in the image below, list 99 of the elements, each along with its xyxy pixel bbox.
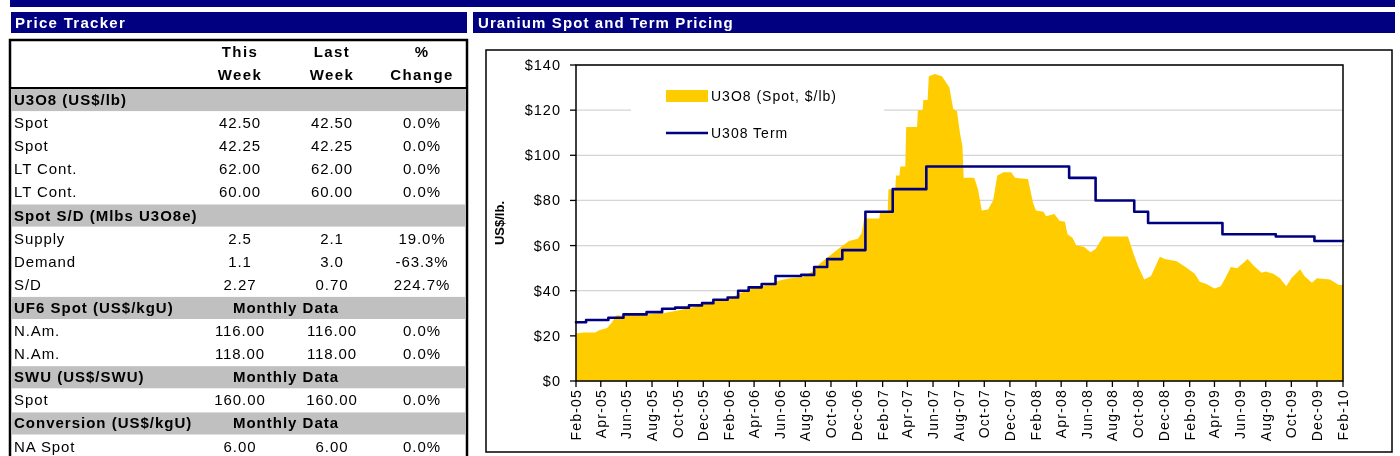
text: 116.00 [214, 322, 266, 340]
x-tick-label: Aug-08 [1104, 389, 1121, 442]
text: 0.0% [403, 437, 441, 455]
x-tick-label: Feb-09 [1181, 389, 1198, 441]
x-tick-label: Apr-08 [1053, 389, 1070, 439]
x-tick-label: Aug-05 [644, 389, 661, 442]
category-label: U3O8 (US$/lb) [14, 91, 128, 109]
x-tick-label: Oct-07 [976, 389, 993, 439]
text: 2.5 [228, 229, 252, 247]
text: 2.27 [223, 275, 257, 293]
x-tick-label: Dec-07 [1001, 389, 1018, 442]
y-axis-title: US$/lb. [492, 200, 507, 246]
text: 19.0% [398, 229, 446, 247]
text: Monthly Data [232, 414, 340, 432]
category-label: SWU (US$/SWU) [14, 368, 145, 386]
y-tick-label: $100 [524, 147, 561, 164]
text: 0.70 [315, 275, 349, 293]
y-tick-label: $60 [533, 237, 561, 254]
text: Monthly Data [232, 368, 340, 386]
x-tick-label: Feb-05 [568, 389, 584, 441]
category-label: N.Am. [14, 345, 61, 363]
text: 1.1 [228, 252, 252, 270]
category-label: LT Cont. [14, 160, 78, 178]
text: 0.0% [403, 114, 441, 132]
y-tick-label: $140 [524, 57, 561, 73]
x-tick-label: Aug-06 [797, 389, 814, 442]
x-tick-label: Apr-09 [1206, 389, 1223, 439]
x-tick-label: Apr-07 [899, 389, 916, 439]
text: 62.00 [310, 160, 354, 178]
text: 224.7% [393, 275, 451, 293]
text: 0.0% [403, 345, 441, 363]
x-tick-label: Dec-08 [1155, 389, 1172, 442]
x-tick-label: Oct-09 [1283, 389, 1300, 439]
category-label: % Change [390, 43, 454, 83]
x-tick-label: Feb-10 [1335, 389, 1351, 441]
category-label: Spot [14, 114, 49, 132]
text: Price Tracker [15, 14, 127, 31]
category-label: N.Am. [14, 322, 61, 340]
text: 2.1 [320, 229, 344, 247]
category-label: Spot [14, 137, 49, 155]
x-tick-label: Oct-06 [822, 389, 839, 439]
text: 118.00 [306, 345, 358, 363]
x-tick-label: Dec-09 [1308, 389, 1325, 442]
x-tick-label: Jun-06 [771, 389, 788, 440]
text: 0.0% [403, 183, 441, 201]
x-tick-label: Aug-07 [950, 389, 967, 442]
text: -63.3% [395, 252, 449, 270]
y-tick-label: $0 [542, 373, 561, 389]
text: 0.0% [403, 391, 441, 409]
y-tick-label: $20 [533, 327, 561, 344]
category-label: Conversion (US$/kgU) [14, 414, 193, 432]
text: 0.0% [403, 160, 441, 178]
category-label: Last Week [309, 43, 355, 83]
text: 116.00 [306, 322, 358, 340]
text: 60.00 [310, 183, 354, 201]
x-tick-label: Feb-07 [874, 389, 891, 441]
text: 62.00 [218, 160, 262, 178]
text: 118.00 [214, 345, 266, 363]
category-label: Demand [14, 252, 77, 270]
category-label: Supply [14, 229, 66, 247]
text: 3.0 [320, 252, 344, 270]
x-tick-label: Oct-08 [1130, 389, 1147, 439]
text: 42.50 [310, 114, 354, 132]
x-tick-label: Apr-06 [746, 389, 763, 439]
text: 60.00 [218, 183, 262, 201]
category-label: S/D [14, 275, 42, 293]
x-tick-label: Feb-06 [721, 389, 738, 441]
text: 0.0% [403, 137, 441, 155]
category-label: NA Spot [14, 437, 76, 455]
x-tick-label: Feb-08 [1027, 389, 1044, 441]
x-tick-label: Jun-05 [618, 389, 635, 440]
category-label: LT Cont. [14, 183, 78, 201]
y-tick-label: $80 [533, 192, 561, 209]
legend-label: U308 Term [711, 125, 789, 141]
y-tick-label: $40 [533, 282, 561, 299]
text: 42.50 [218, 114, 262, 132]
text: 160.00 [306, 391, 358, 409]
x-tick-label: Jun-09 [1232, 389, 1249, 440]
text: 160.00 [214, 391, 266, 409]
y-tick-label: $120 [524, 102, 561, 119]
text: Monthly Data [232, 298, 340, 316]
text: 6.00 [223, 437, 257, 455]
category-label: Spot S/D (Mlbs U3O8e) [14, 206, 198, 224]
x-tick-label: Jun-08 [1078, 389, 1095, 440]
text: 42.25 [218, 137, 262, 155]
x-tick-label: Oct-05 [669, 389, 686, 439]
x-tick-label: Jun-07 [925, 389, 942, 440]
legend-label: U3O8 (Spot, $/lb) [711, 88, 837, 104]
category-label: UF6 Spot (US$/kgU) [14, 298, 174, 316]
x-tick-label: Dec-06 [848, 389, 865, 442]
category-label: Spot [14, 391, 49, 409]
chart-title: Uranium Spot and Term Pricing [478, 14, 734, 31]
text: 6.00 [315, 437, 349, 455]
category-label: This Week [217, 43, 263, 83]
text: 0.0% [403, 322, 441, 340]
x-tick-label: Dec-05 [695, 389, 712, 442]
x-tick-label: Aug-09 [1257, 389, 1274, 442]
x-tick-label: Apr-05 [592, 389, 609, 439]
text: 42.25 [310, 137, 354, 155]
